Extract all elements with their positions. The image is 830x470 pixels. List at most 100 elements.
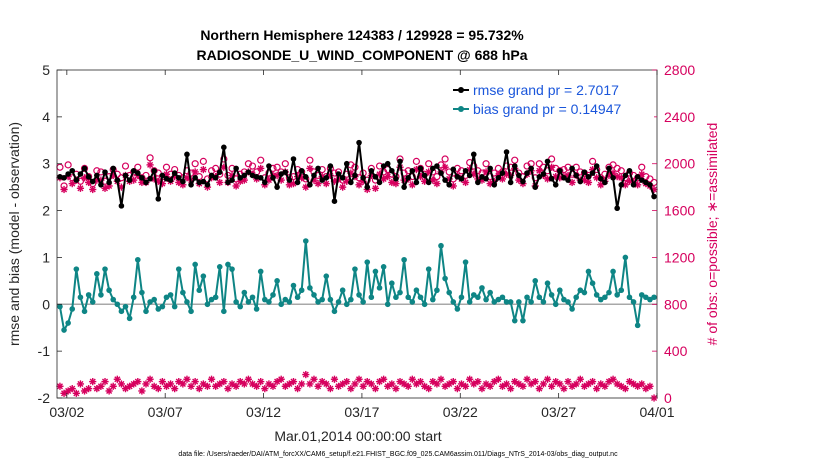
rmse-point bbox=[581, 169, 588, 175]
assimilated-low-point bbox=[322, 380, 330, 388]
rmse-point bbox=[614, 205, 620, 212]
rmse-point bbox=[327, 163, 334, 169]
bias-point bbox=[413, 287, 420, 294]
y-tick-label-right: 0 bbox=[664, 390, 672, 406]
rmse-point bbox=[536, 174, 543, 180]
rmse-point bbox=[565, 177, 571, 183]
rmse-point bbox=[372, 174, 379, 180]
rmse-point bbox=[393, 175, 399, 182]
bias-point bbox=[462, 259, 469, 265]
bias-point bbox=[577, 287, 584, 294]
rmse-point bbox=[384, 160, 391, 167]
y-axis-right: 0 400 800 1200 1600 2000 2400 2800 bbox=[652, 62, 695, 406]
assimilated-low-point bbox=[232, 382, 240, 390]
rmse-point bbox=[65, 171, 71, 177]
bias-point bbox=[208, 296, 215, 303]
assimilated-obs-point bbox=[80, 174, 89, 182]
assimilated-low-point bbox=[314, 382, 322, 390]
rmse-point bbox=[643, 179, 649, 186]
rmse-point bbox=[446, 182, 452, 188]
y-axis-label-right: # of obs: o=possible; ∗=assimilated bbox=[704, 123, 720, 346]
assimilated-low-point bbox=[183, 375, 191, 383]
bias-point bbox=[315, 299, 321, 305]
bias-point bbox=[520, 317, 526, 324]
bias-point bbox=[524, 294, 530, 301]
possible-obs-point bbox=[56, 163, 64, 171]
assimilated-low-point bbox=[474, 378, 482, 386]
bias-point bbox=[311, 292, 317, 298]
rmse-point bbox=[425, 179, 432, 186]
bias-point bbox=[446, 289, 452, 296]
bias-point bbox=[638, 292, 645, 298]
bias-point bbox=[380, 264, 387, 270]
assimilated-low-point bbox=[253, 382, 261, 390]
assimilated-low-point bbox=[621, 385, 629, 393]
rmse-point bbox=[397, 158, 403, 165]
assimilated-obs-point bbox=[371, 184, 380, 192]
rmse-point bbox=[360, 174, 366, 181]
rmse-point bbox=[589, 170, 596, 176]
bias-point bbox=[343, 301, 350, 308]
bias-point bbox=[618, 287, 625, 294]
bias-point bbox=[626, 294, 633, 301]
bias-point bbox=[216, 264, 223, 270]
bias-point bbox=[307, 285, 313, 291]
assimilated-low-point bbox=[142, 380, 150, 388]
rmse-point bbox=[487, 165, 493, 172]
assimilated-low-point bbox=[310, 375, 318, 383]
rmse-point bbox=[85, 174, 92, 180]
bias-point bbox=[262, 296, 268, 303]
assimilated-low-point bbox=[502, 380, 511, 388]
rmse-point bbox=[319, 177, 325, 183]
bias-point bbox=[331, 308, 338, 315]
bias-point bbox=[286, 299, 293, 305]
rmse-point bbox=[192, 174, 198, 181]
bias-point bbox=[196, 287, 203, 294]
assimilated-low-point bbox=[220, 378, 228, 386]
bias-point bbox=[458, 294, 465, 301]
rmse-point bbox=[307, 182, 313, 188]
bias-point bbox=[94, 271, 100, 277]
plot-frame bbox=[56, 69, 658, 399]
bias-point bbox=[143, 308, 149, 315]
rmse-point bbox=[429, 165, 436, 172]
assimilated-obs-point bbox=[232, 182, 240, 190]
rmse-point bbox=[528, 165, 534, 172]
bias-point bbox=[102, 266, 108, 272]
rmse-point bbox=[348, 179, 354, 186]
rmse-point bbox=[630, 182, 637, 188]
rmse-point bbox=[577, 178, 584, 185]
bias-point bbox=[454, 306, 461, 312]
bias-point bbox=[323, 273, 330, 279]
assimilated-low-point bbox=[453, 385, 461, 393]
assimilated-low-point bbox=[461, 382, 470, 390]
bias-point bbox=[278, 301, 285, 308]
assimilated-low-point bbox=[519, 382, 527, 390]
rmse-point bbox=[257, 174, 264, 181]
assimilated-low-point bbox=[507, 385, 515, 393]
bias-point bbox=[442, 275, 448, 282]
rmse-point bbox=[266, 163, 272, 169]
bias-point bbox=[397, 289, 403, 296]
rmse-point bbox=[262, 179, 268, 186]
rmse-point bbox=[622, 172, 629, 179]
bias-point bbox=[139, 289, 145, 296]
bias-point bbox=[384, 301, 391, 308]
assimilated-low-point bbox=[134, 378, 142, 386]
rmse-point bbox=[483, 175, 489, 182]
rmse-point bbox=[290, 156, 297, 162]
bias-point bbox=[364, 259, 371, 265]
rmse-point bbox=[511, 163, 518, 169]
rmse-point bbox=[470, 151, 477, 158]
bias-point bbox=[225, 261, 231, 268]
assimilated-obs-point bbox=[584, 178, 593, 187]
bias-point bbox=[491, 299, 498, 305]
bias-point bbox=[200, 273, 207, 279]
assimilated-low-point bbox=[203, 382, 212, 390]
bias-point bbox=[409, 299, 416, 305]
bias-point bbox=[171, 303, 178, 310]
bias-point bbox=[569, 306, 575, 312]
bias-point bbox=[237, 303, 244, 310]
rmse-point bbox=[122, 172, 129, 179]
rmse-point bbox=[651, 193, 657, 200]
